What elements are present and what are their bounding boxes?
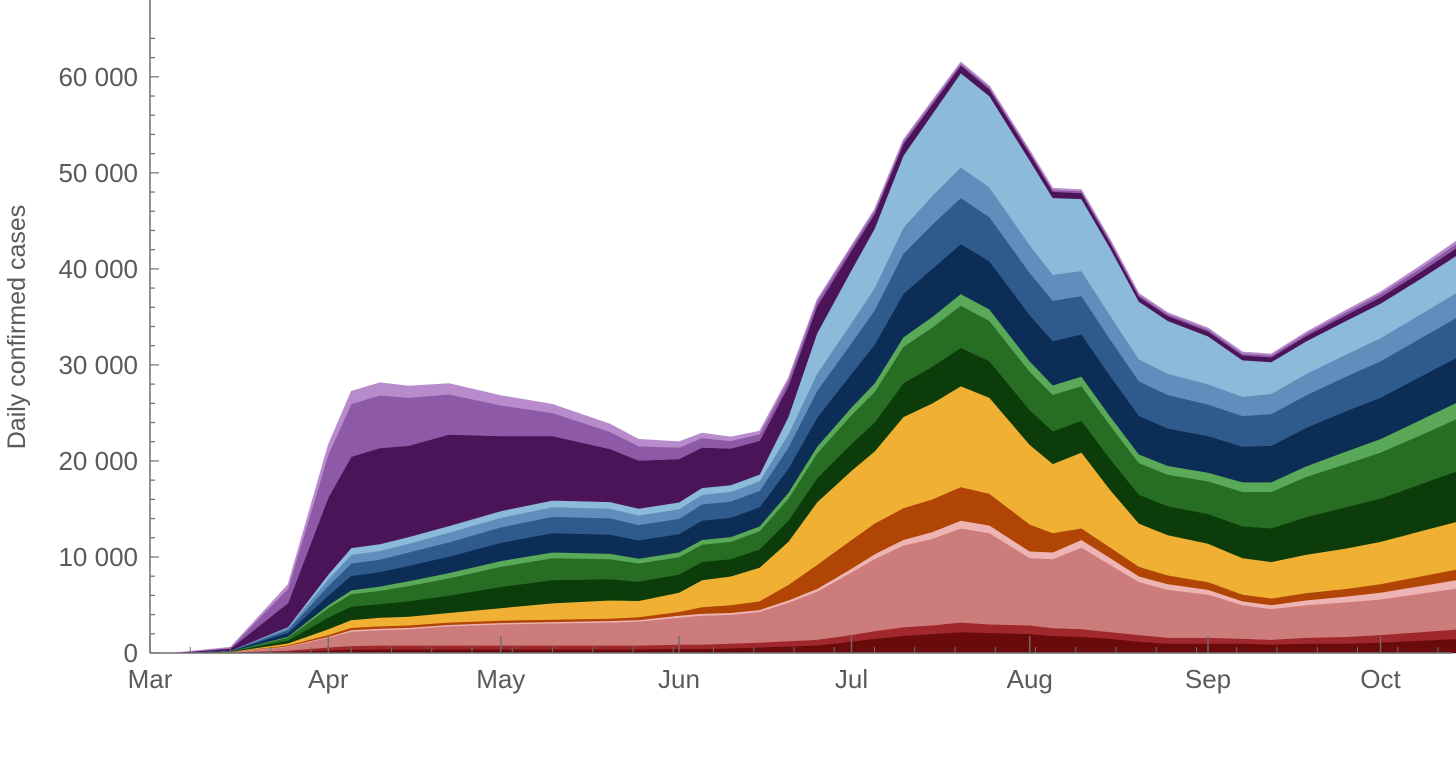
x-tick-label: Oct — [1360, 664, 1401, 694]
y-tick-label: 60 000 — [58, 62, 138, 92]
y-tick-label: 0 — [124, 638, 138, 668]
y-axis-label: Daily confirmed cases — [3, 205, 31, 450]
x-ticks: Mar Apr May Jun Jul Aug Sep Oct — [128, 636, 1439, 694]
x-tick-label: Apr — [308, 664, 349, 694]
area-layers — [172, 61, 1456, 654]
y-tick-label: 50 000 — [58, 158, 138, 188]
area-series-16 — [172, 61, 1456, 654]
y-tick-label: 30 000 — [58, 350, 138, 380]
x-tick-label: Aug — [1007, 664, 1053, 694]
x-tick-label: May — [476, 664, 525, 694]
x-tick-label: Jun — [658, 664, 700, 694]
y-tick-label: 10 000 — [58, 542, 138, 572]
y-tick-label: 20 000 — [58, 446, 138, 476]
x-tick-label: Jul — [835, 664, 868, 694]
x-tick-label: Mar — [128, 664, 173, 694]
y-tick-label: 40 000 — [58, 254, 138, 284]
x-tick-label: Sep — [1185, 664, 1231, 694]
y-ticks: 0 10 000 20 000 30 000 40 000 50 000 60 000 — [58, 37, 159, 668]
axes: 0 10 000 20 000 30 000 40 000 50 000 60 000 Ma… — [58, 0, 1452, 694]
